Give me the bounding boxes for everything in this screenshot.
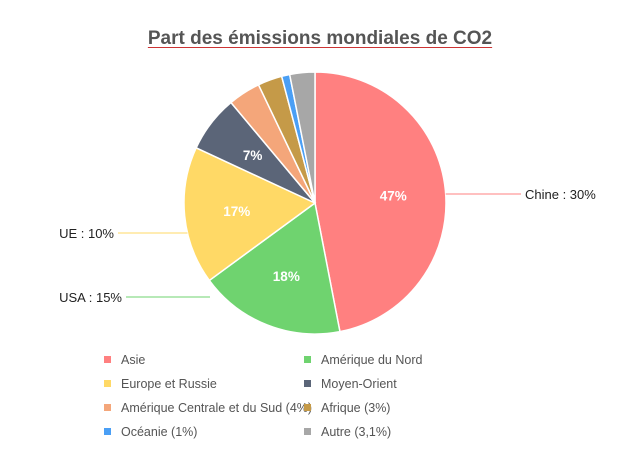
annotation-ue-10: UE : 10% (59, 226, 114, 241)
chart-legend: Asie Amérique du Nord Europe et Russie Moye… (104, 352, 524, 439)
legend-label: Autre (3,1%) (321, 424, 392, 439)
legend-label: Afrique (3%) (321, 400, 391, 415)
slice-label-moyen-orient: 7% (243, 148, 263, 163)
legend-swatch (304, 428, 311, 435)
slice-label-amerique-du-nord: 18% (273, 269, 300, 284)
legend-item-asie: Asie (104, 352, 304, 367)
pie-slice-amerique-du-nord (208, 201, 341, 335)
legend-swatch (304, 380, 311, 387)
legend-item-amerique-du-nord: Amérique du Nord (304, 352, 504, 367)
legend-item-oceanie-1: Océanie (1%) (104, 424, 304, 439)
legend-item-amerique-centrale-et-du-sud-4: Amérique Centrale et du Sud (4%) (104, 400, 312, 415)
legend-label: Europe et Russie (121, 376, 217, 391)
chart-title: Part des émissions mondiales de CO2 (147, 28, 493, 49)
pie-slice-autre-3-1 (288, 71, 316, 204)
legend-item-moyen-orient: Moyen-Orient (304, 376, 504, 391)
slice-label-asie: 47% (380, 188, 407, 203)
pie-slice-europe-et-russie (183, 146, 317, 282)
legend-item-afrique-3: Afrique (3%) (304, 400, 504, 415)
legend-item-europe-et-russie: Europe et Russie (104, 376, 304, 391)
legend-label: Océanie (1%) (121, 424, 198, 439)
legend-item-autre-3-1: Autre (3,1%) (304, 424, 504, 439)
legend-label: Amérique du Nord (321, 352, 423, 367)
legend-swatch (104, 428, 111, 435)
legend-label: Moyen-Orient (321, 376, 397, 391)
legend-swatch (304, 404, 311, 411)
legend-swatch (104, 356, 111, 363)
legend-label: Asie (121, 352, 146, 367)
legend-swatch (104, 380, 111, 387)
legend-label: Amérique Centrale et du Sud (4%) (121, 400, 313, 415)
slice-label-europe-et-russie: 17% (223, 204, 250, 219)
annotation-usa-15: USA : 15% (59, 290, 122, 305)
legend-swatch (104, 404, 111, 411)
legend-swatch (304, 356, 311, 363)
pie-slice-asie (314, 71, 447, 333)
annotation-chine-30: Chine : 30% (525, 187, 596, 202)
